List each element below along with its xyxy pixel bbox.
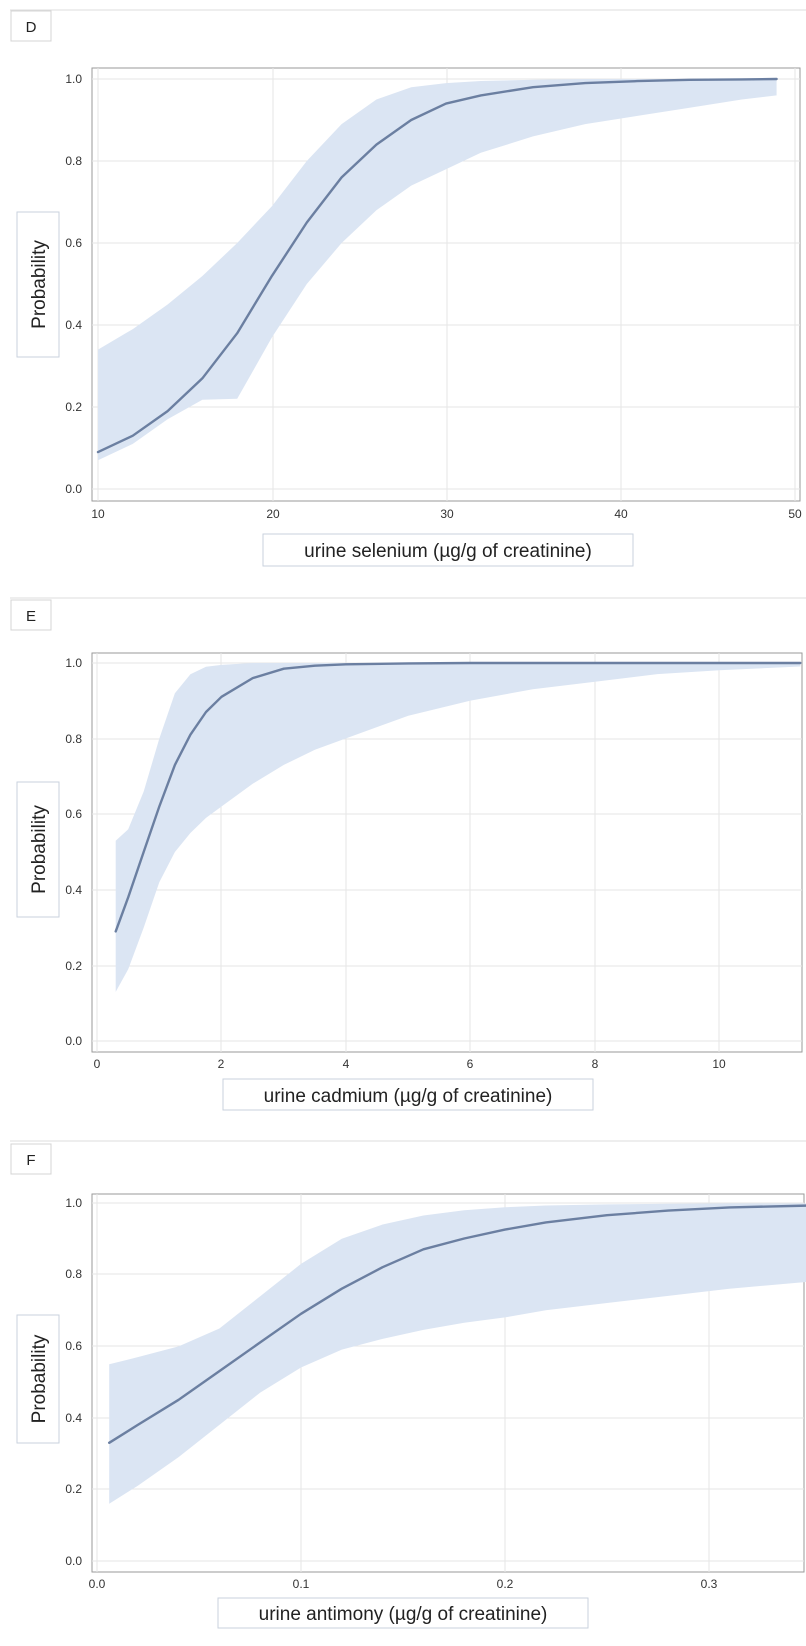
panel-label-box xyxy=(10,10,52,42)
x-tick-label: 40 xyxy=(614,507,628,521)
y-tick-label: 0.2 xyxy=(65,400,82,414)
y-axis-title-box xyxy=(16,211,60,358)
x-tick-label: 0 xyxy=(94,1057,101,1071)
y-tick-label: 0.2 xyxy=(65,959,82,973)
y-tick-label: 0.2 xyxy=(65,1482,82,1496)
x-axis-title: urine selenium (µg/g of creatinine) xyxy=(304,541,592,562)
y-axis-title: Probability xyxy=(29,805,50,894)
panel-d: D 0.0 0.2 0.4 0.6 0.8 1.0 10 20 xyxy=(10,9,806,567)
x-axis-title: urine cadmium (µg/g of creatinine) xyxy=(264,1086,553,1107)
x-axis-title: urine antimony (µg/g of creatinine) xyxy=(259,1604,548,1625)
x-tick-label: 0.0 xyxy=(89,1577,106,1591)
x-tick-labels: 0 2 4 6 8 10 xyxy=(94,1057,726,1071)
panel-label: D xyxy=(26,19,37,36)
x-tick-label: 20 xyxy=(266,507,280,521)
y-tick-label: 1.0 xyxy=(65,72,82,86)
x-tick-labels: 10 20 30 40 50 xyxy=(91,507,802,521)
x-tick-label: 0.2 xyxy=(497,1577,514,1591)
y-tick-label: 0.8 xyxy=(65,154,82,168)
x-tick-label: 8 xyxy=(592,1057,599,1071)
confidence-band xyxy=(115,663,801,992)
y-tick-labels: 0.0 0.2 0.4 0.6 0.8 1.0 xyxy=(65,656,82,1048)
panel-e: E 0.0 0.2 0.4 0.6 0.8 1.0 0 xyxy=(10,597,806,1111)
y-tick-label: 0.4 xyxy=(65,883,82,897)
x-tick-label: 10 xyxy=(91,507,105,521)
probability-curve xyxy=(114,661,802,933)
y-axis-title: Probability xyxy=(29,1334,50,1423)
x-tick-label: 6 xyxy=(467,1057,474,1071)
panel-label-box xyxy=(10,1143,52,1175)
y-tick-label: 0.8 xyxy=(65,732,82,746)
x-tick-label: 30 xyxy=(440,507,454,521)
x-tick-labels: 0.0 0.1 0.2 0.3 xyxy=(89,1577,718,1591)
y-tick-label: 0.0 xyxy=(65,1034,82,1048)
y-tick-label: 0.8 xyxy=(65,1267,82,1281)
x-tick-label: 10 xyxy=(712,1057,726,1071)
y-axis-title-box xyxy=(16,781,60,918)
confidence-band xyxy=(98,79,777,461)
x-tick-label: 4 xyxy=(343,1057,350,1071)
y-tick-label: 0.0 xyxy=(65,482,82,496)
x-tick-label: 0.1 xyxy=(293,1577,310,1591)
x-axis-title-box xyxy=(222,1078,594,1111)
y-tick-label: 0.6 xyxy=(65,236,82,250)
y-tick-labels: 0.0 0.2 0.4 0.6 0.8 1.0 xyxy=(65,72,82,496)
x-tick-label: 2 xyxy=(218,1057,225,1071)
y-tick-label: 0.4 xyxy=(65,1411,82,1425)
panel-label-box xyxy=(10,599,52,631)
y-axis-title: Probability xyxy=(29,240,50,329)
panel-label: E xyxy=(26,608,36,625)
y-tick-label: 1.0 xyxy=(65,656,82,670)
y-tick-label: 0.6 xyxy=(65,807,82,821)
confidence-band xyxy=(109,1203,806,1504)
panel-label: F xyxy=(26,1152,35,1169)
y-tick-label: 0.6 xyxy=(65,1339,82,1353)
y-tick-label: 1.0 xyxy=(65,1196,82,1210)
x-axis-title-box xyxy=(217,1597,589,1629)
y-tick-label: 0.4 xyxy=(65,318,82,332)
x-tick-label: 0.3 xyxy=(701,1577,718,1591)
y-tick-labels: 0.0 0.2 0.4 0.6 0.8 1.0 xyxy=(65,1196,82,1568)
probability-curve xyxy=(108,1204,806,1444)
x-tick-label: 50 xyxy=(788,507,802,521)
x-axis-title-box xyxy=(262,533,634,567)
probability-curve xyxy=(96,77,778,454)
y-tick-label: 0.0 xyxy=(65,1554,82,1568)
panel-f: F 0.0 0.2 0.4 0.6 0.8 1.0 0.0 0.1 xyxy=(10,1140,806,1629)
y-axis-title-box xyxy=(16,1314,60,1444)
